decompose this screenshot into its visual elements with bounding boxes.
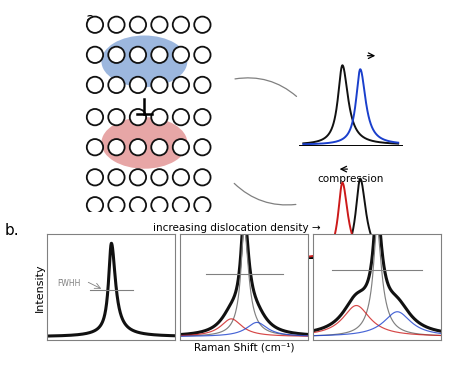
Circle shape (108, 77, 125, 93)
Circle shape (87, 77, 103, 93)
X-axis label: Raman Shift (cm⁻¹): Raman Shift (cm⁻¹) (194, 343, 294, 353)
Text: tension: tension (331, 288, 370, 298)
Ellipse shape (101, 36, 187, 87)
Circle shape (151, 77, 168, 93)
Circle shape (173, 197, 189, 214)
Circle shape (194, 169, 210, 186)
Circle shape (194, 197, 210, 214)
Text: b.: b. (5, 223, 19, 238)
Circle shape (108, 46, 125, 63)
Circle shape (173, 139, 189, 155)
Circle shape (130, 169, 146, 186)
Circle shape (173, 169, 189, 186)
Circle shape (87, 17, 103, 33)
Circle shape (151, 109, 168, 125)
Circle shape (87, 109, 103, 125)
Ellipse shape (101, 117, 187, 169)
Circle shape (151, 197, 168, 214)
Circle shape (173, 109, 189, 125)
Circle shape (130, 139, 146, 155)
Circle shape (108, 169, 125, 186)
Circle shape (87, 139, 103, 155)
Circle shape (173, 17, 189, 33)
Circle shape (130, 197, 146, 214)
Circle shape (151, 169, 168, 186)
Circle shape (194, 139, 210, 155)
Circle shape (194, 109, 210, 125)
Circle shape (151, 46, 168, 63)
Circle shape (108, 17, 125, 33)
Circle shape (108, 197, 125, 214)
Circle shape (151, 139, 168, 155)
Y-axis label: Intensity: Intensity (35, 263, 45, 311)
Circle shape (130, 109, 146, 125)
Circle shape (194, 17, 210, 33)
Circle shape (108, 109, 125, 125)
Circle shape (130, 77, 146, 93)
Circle shape (194, 77, 210, 93)
Circle shape (130, 17, 146, 33)
Circle shape (87, 169, 103, 186)
Circle shape (173, 77, 189, 93)
Text: compression: compression (318, 175, 384, 184)
Circle shape (108, 139, 125, 155)
Circle shape (87, 197, 103, 214)
Text: FWHH: FWHH (58, 279, 81, 288)
Text: a.: a. (85, 12, 100, 27)
Circle shape (151, 17, 168, 33)
Circle shape (194, 46, 210, 63)
Circle shape (173, 46, 189, 63)
Circle shape (130, 46, 146, 63)
Circle shape (87, 46, 103, 63)
Text: increasing dislocation density →: increasing dislocation density → (153, 223, 321, 233)
